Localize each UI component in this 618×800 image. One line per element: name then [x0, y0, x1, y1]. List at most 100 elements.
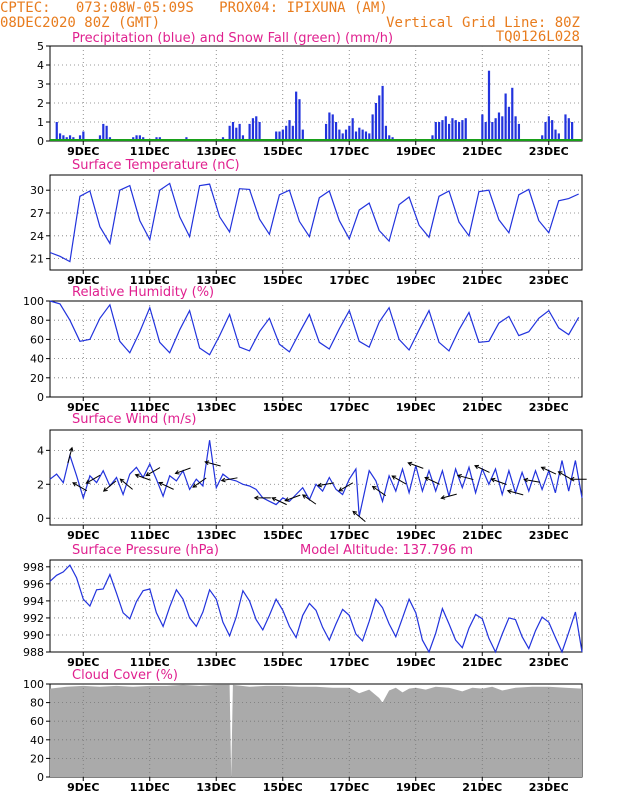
wind-arrow-head	[72, 482, 78, 487]
precip-bar	[361, 129, 364, 141]
wind-arrow	[540, 466, 557, 475]
wind-arrow	[407, 461, 424, 469]
wind-arrow-head	[456, 474, 462, 479]
x-tick-label: 23DEC	[529, 401, 569, 414]
wind-arrow-head	[440, 495, 446, 500]
wind-arrow-shaft	[372, 486, 387, 497]
x-tick-label: 23DEC	[529, 656, 569, 669]
x-tick-label: 23DEC	[529, 274, 569, 287]
wind-arrow-shaft	[145, 467, 161, 476]
precip-bar	[235, 127, 238, 141]
y-tick-label: 998	[23, 561, 44, 574]
x-tick-label: 15DEC	[263, 145, 303, 158]
precip-bar	[547, 116, 550, 141]
precip-bar	[567, 118, 570, 141]
x-tick-label: 11DEC	[130, 529, 170, 542]
wind-arrow	[220, 477, 238, 483]
series-line	[49, 440, 583, 517]
precip-bar	[102, 123, 105, 141]
y-tick-label: 1	[37, 116, 44, 129]
wind-arrow-shaft	[541, 466, 557, 475]
wind-arrow-shaft	[338, 482, 354, 492]
x-tick-label: 21DEC	[462, 781, 502, 794]
y-tick-label: 24	[30, 230, 44, 243]
x-tick-label: 19DEC	[396, 781, 436, 794]
precip-bar	[58, 133, 62, 141]
x-tick-label: 17DEC	[329, 274, 369, 287]
x-tick-label: 11DEC	[130, 401, 170, 414]
y-tick-label: 992	[23, 612, 44, 625]
y-tick-label: 5	[37, 40, 44, 53]
wind-arrow-head	[569, 476, 575, 482]
x-tick-label: 17DEC	[329, 781, 369, 794]
precip-bar	[551, 120, 554, 141]
plot-frame	[49, 559, 583, 653]
wind-arrow-shaft	[72, 482, 88, 492]
y-tick-label: 80	[30, 697, 44, 710]
y-tick-label: 40	[30, 734, 44, 747]
wind-arrow	[271, 497, 287, 506]
precip-bar	[334, 122, 338, 141]
precip-bar	[328, 112, 331, 141]
wind-arrow-shaft	[285, 494, 301, 502]
y-tick-label: 4	[37, 59, 44, 72]
wind-arrow-shaft	[424, 477, 440, 485]
wind-arrow	[352, 510, 366, 523]
wind-arrow-head	[474, 464, 480, 470]
panel-subtitle: Model Altitude: 137.796 m	[300, 543, 473, 558]
wind-arrow	[569, 476, 587, 482]
wind-arrow-head	[271, 497, 277, 502]
precip-bar	[348, 125, 351, 141]
x-tick-label: 19DEC	[396, 145, 436, 158]
wind-arrow	[440, 493, 457, 500]
x-tick-label: 17DEC	[329, 529, 369, 542]
panel-title: Relative Humidity (%)	[72, 285, 214, 300]
panel-4	[46, 429, 587, 529]
wind-arrow-shaft	[441, 493, 457, 499]
wind-arrow-head	[391, 475, 397, 480]
wind-arrow-shaft	[491, 478, 507, 485]
wind-arrow-head	[85, 479, 91, 484]
wind-arrow	[204, 460, 221, 467]
wind-arrow-shaft	[318, 482, 334, 487]
precip-bar	[484, 122, 487, 141]
x-tick-label: 21DEC	[462, 529, 502, 542]
precip-bar	[501, 116, 504, 141]
wind-arrow-head	[371, 485, 377, 491]
wind-arrow	[371, 485, 387, 497]
x-tick-label: 23DEC	[529, 145, 569, 158]
y-tick-label: 988	[23, 646, 44, 659]
y-tick-label: 100	[23, 678, 44, 691]
x-tick-label: 21DEC	[462, 145, 502, 158]
y-tick-label: 0	[37, 771, 44, 784]
y-tick-label: 996	[23, 578, 44, 591]
precip-bar	[295, 91, 298, 141]
precip-bar	[301, 129, 304, 141]
wind-arrow	[284, 494, 301, 502]
precip-bar	[374, 103, 378, 141]
precip-bar	[55, 122, 58, 141]
x-tick-label: 23DEC	[529, 529, 569, 542]
y-tick-label: 2	[37, 478, 44, 491]
wind-arrow-shaft	[135, 474, 151, 481]
x-tick-label: 19DEC	[396, 401, 436, 414]
y-tick-label: 0	[37, 135, 44, 148]
x-tick-label: 15DEC	[263, 529, 303, 542]
wind-arrow-head	[506, 489, 512, 494]
wind-arrow-shaft	[457, 474, 474, 481]
x-tick-label: 19DEC	[396, 656, 436, 669]
x-tick-label: 9DEC	[67, 656, 99, 669]
y-tick-label: 20	[30, 372, 44, 385]
y-tick-label: 20	[30, 752, 44, 765]
precip-bar	[324, 123, 328, 141]
header-station: CPTEC: 073:08W-05:09S PROX04: IPIXUNA (A…	[0, 0, 388, 16]
x-tick-label: 13DEC	[196, 145, 236, 158]
x-tick-label: 15DEC	[263, 401, 303, 414]
wind-arrow-head	[145, 471, 151, 477]
wind-arrow	[424, 476, 440, 485]
precip-bar	[438, 122, 441, 141]
precip-bar	[248, 123, 251, 141]
wind-arrow	[72, 482, 88, 492]
wind-arrow-head	[158, 481, 164, 487]
x-tick-label: 19DEC	[396, 274, 436, 287]
